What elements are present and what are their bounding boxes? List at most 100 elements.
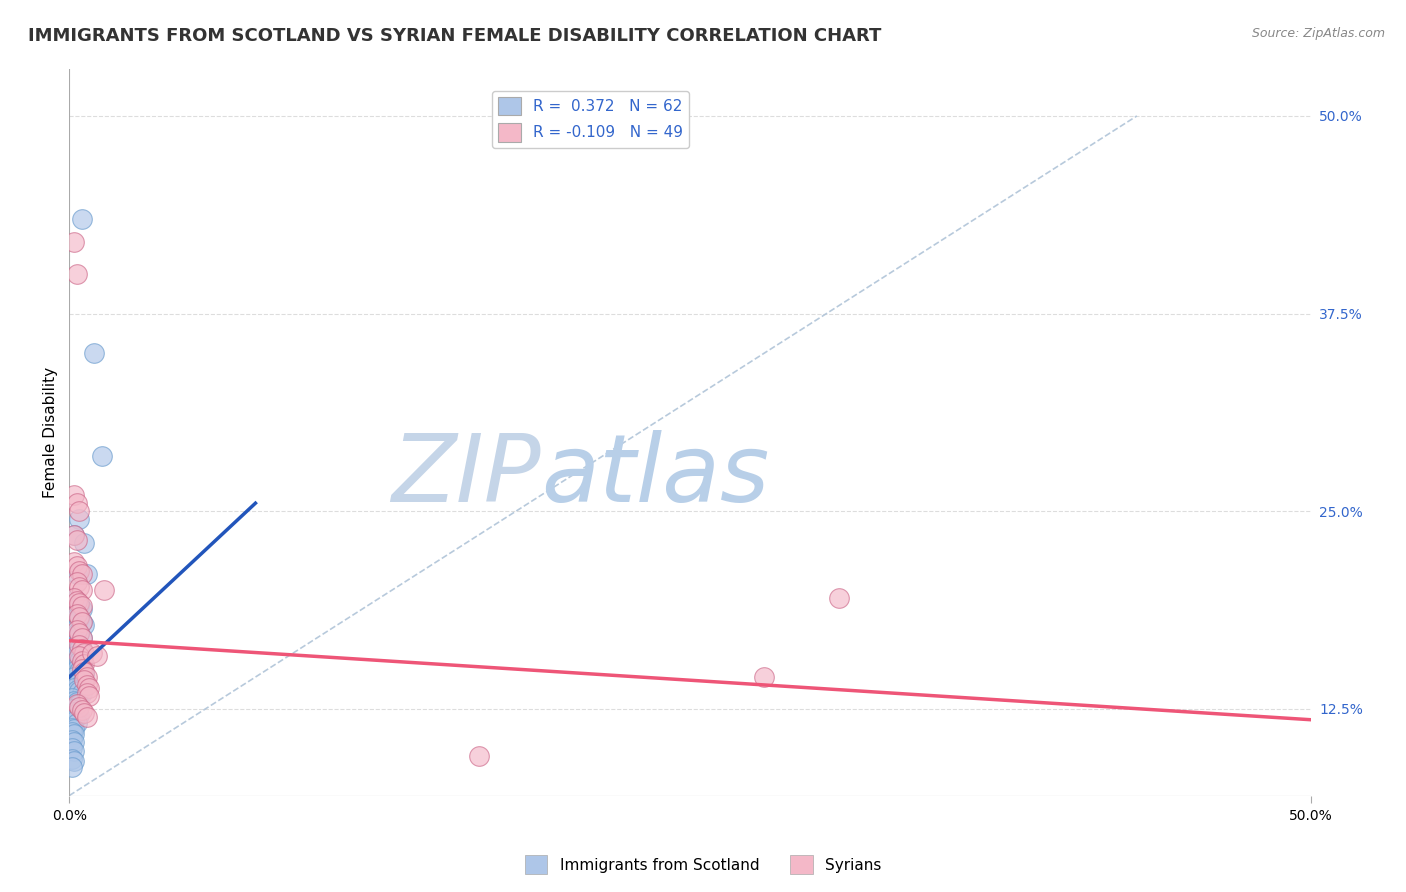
Point (73, 657, 96, 672)
Point (67, 697, 90, 711)
Point (60, 725, 83, 739)
Point (66, 682, 89, 697)
Point (63, 235, 86, 250)
Point (70, 686, 93, 700)
Point (66, 662, 89, 676)
Point (66, 267, 89, 281)
Point (67, 641, 90, 656)
Point (63, 670, 86, 684)
Point (67, 654, 90, 668)
Point (66, 639, 89, 653)
Point (70, 654, 93, 668)
Point (86, 649, 108, 664)
Point (77, 681, 100, 695)
Point (76, 678, 98, 692)
Point (80, 646, 103, 660)
Point (77, 689, 100, 703)
Point (63, 591, 86, 605)
Point (67, 708, 90, 723)
Point (73, 535, 96, 549)
Point (73, 673, 96, 688)
Point (67, 596, 90, 610)
Point (67, 610, 90, 624)
Point (67, 599, 90, 613)
Point (63, 722, 86, 736)
Point (67, 649, 90, 664)
Point (66, 623, 89, 637)
Point (70, 656, 93, 670)
Point (63, 623, 86, 637)
Point (83, 346, 105, 360)
Point (90, 449, 112, 463)
Point (70, 665, 93, 680)
Point (60, 752, 83, 766)
Point (468, 749, 491, 764)
Point (67, 512, 90, 526)
Point (63, 754, 86, 768)
Point (70, 615, 93, 629)
Text: Source: ZipAtlas.com: Source: ZipAtlas.com (1251, 27, 1385, 40)
Point (60, 733, 83, 747)
Point (63, 528, 86, 542)
Point (67, 564, 90, 578)
Point (67, 504, 90, 518)
Point (76, 670, 98, 684)
Point (60, 721, 83, 735)
Point (67, 611, 90, 625)
Point (63, 488, 86, 502)
Point (63, 727, 86, 741)
Point (76, 709, 98, 723)
Point (754, 670, 776, 684)
Point (66, 496, 89, 510)
Point (66, 594, 89, 608)
Point (67, 674, 90, 689)
Point (70, 602, 93, 616)
Point (63, 649, 86, 664)
Point (70, 567, 93, 582)
Point (63, 555, 86, 569)
Point (63, 744, 86, 758)
Point (73, 646, 96, 660)
Text: ZIP: ZIP (391, 430, 541, 521)
Point (63, 714, 86, 729)
Point (66, 695, 89, 709)
Point (70, 631, 93, 645)
Point (66, 575, 89, 590)
Point (70, 703, 93, 717)
Y-axis label: Female Disability: Female Disability (44, 367, 58, 498)
Point (67, 639, 90, 653)
Point (73, 646, 96, 660)
Text: atlas: atlas (541, 430, 769, 521)
Point (70, 631, 93, 645)
Point (76, 567, 98, 582)
Point (73, 618, 96, 632)
Legend: Immigrants from Scotland, Syrians: Immigrants from Scotland, Syrians (519, 849, 887, 880)
Point (63, 735, 86, 749)
Point (66, 625, 89, 640)
Point (70, 676, 93, 690)
Point (66, 706, 89, 721)
Point (67, 700, 90, 714)
Point (66, 599, 89, 613)
Point (66, 567, 89, 582)
Point (66, 653, 89, 667)
Point (70, 641, 93, 656)
Point (66, 559, 89, 574)
Point (70, 662, 93, 676)
Point (93, 583, 115, 598)
Point (73, 706, 96, 721)
Point (70, 599, 93, 613)
Point (67, 625, 90, 640)
Point (70, 211, 93, 226)
Point (60, 760, 83, 774)
Point (70, 615, 93, 629)
Point (73, 666, 96, 681)
Point (70, 583, 93, 598)
Point (76, 686, 98, 700)
Point (67, 580, 90, 594)
Point (63, 694, 86, 708)
Point (63, 705, 86, 719)
Point (66, 610, 89, 624)
Point (66, 533, 89, 547)
Point (66, 697, 89, 711)
